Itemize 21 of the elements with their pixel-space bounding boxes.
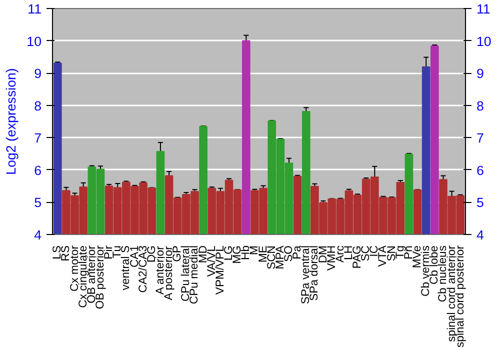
y-tick-label: 5 — [34, 195, 42, 210]
y-axis-title: Log2 (expression) — [4, 68, 19, 175]
y2-tick-label: 10 — [476, 34, 492, 49]
y-tick-label: 6 — [34, 162, 42, 178]
y-tick-label: 7 — [34, 130, 42, 146]
y-tick-label: 9 — [34, 66, 42, 82]
x-tick-label: Tg — [394, 245, 406, 259]
x-tick-label: OB posterior — [94, 245, 106, 310]
y-tick-label: 4 — [34, 228, 42, 242]
y2-tick-label: 9 — [476, 66, 484, 82]
x-tick-label: spinal cord posterior — [454, 245, 466, 348]
y2-tick-label: 4 — [476, 228, 484, 242]
y2-tick-label: 6 — [476, 162, 484, 178]
y2-tick-label: 8 — [476, 98, 484, 114]
y-tick-label: 10 — [26, 34, 42, 49]
y2-tick-label: 11 — [476, 2, 490, 16]
y2-tick-label: 5 — [476, 195, 484, 210]
y-tick-label: 11 — [28, 2, 42, 16]
y-tick-label: 8 — [34, 98, 42, 114]
y2-tick-label: 7 — [476, 130, 484, 146]
x-tick-label: A posterior — [163, 246, 176, 300]
